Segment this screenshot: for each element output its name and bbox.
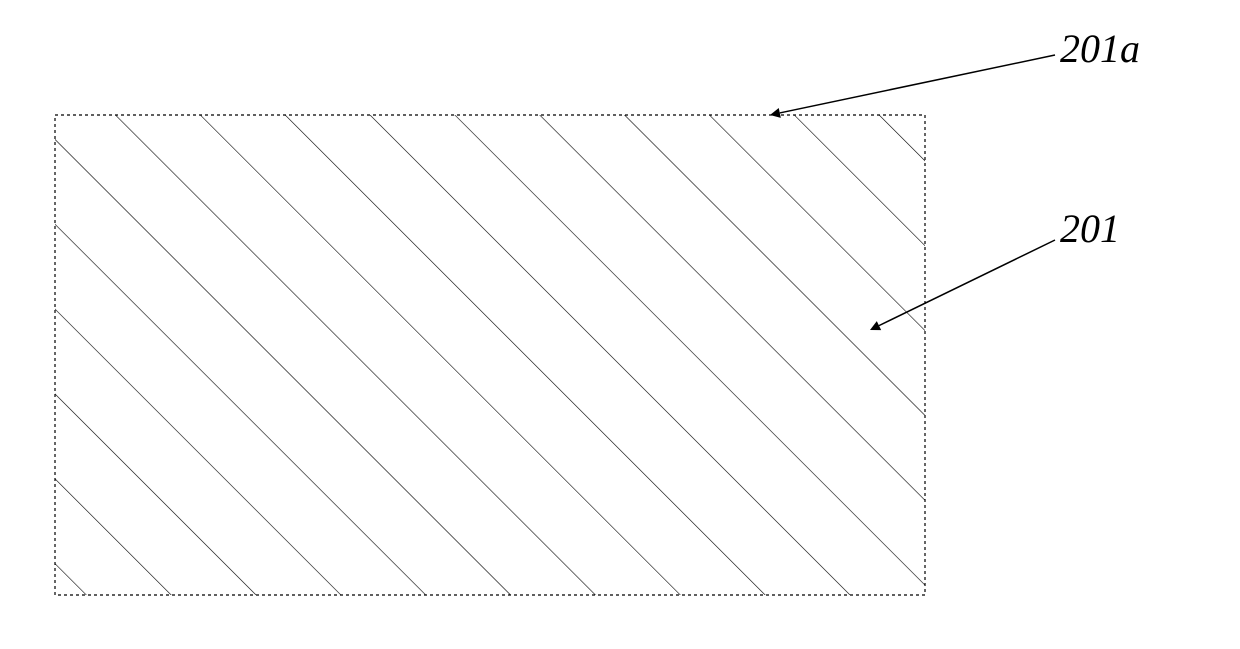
diagram-svg [0,0,1240,649]
callout-label-201a: 201a [1060,25,1140,72]
diagram-canvas: 201a 201 [0,0,1240,649]
callout-label-201: 201 [1060,205,1120,252]
